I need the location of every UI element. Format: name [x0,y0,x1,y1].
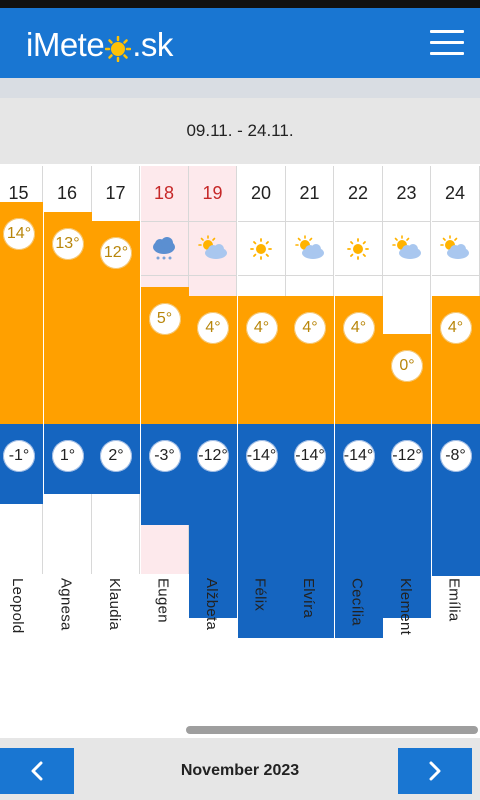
hamburger-icon[interactable] [430,30,466,58]
day-column[interactable]: 21 4° -14° Elvíra [286,166,334,639]
low-temp-label: -14° [294,440,326,472]
day-column[interactable]: 23 0° -12° Klement [383,166,431,635]
day-number: 19 [189,166,236,222]
name-day-label: Emília [445,578,463,622]
name-day: Félix [238,578,285,658]
high-temp-label: 4° [245,312,278,345]
high-temp-label: 14° [3,218,35,251]
partly-cloudy-icon [431,222,479,276]
day-number: 18 [140,166,188,222]
low-temp-label: -1° [3,440,35,472]
day-column[interactable]: 18 5° -3° Eugen [140,166,189,623]
day-column[interactable]: 16 13° 1° Agnesa [43,166,92,631]
logo-text-left: iMete [26,26,105,63]
app-header: iMete .sk [0,8,480,78]
day-number: 24 [431,166,479,222]
high-temp-label: 13° [51,227,84,260]
name-day-label: Klaudia [106,578,123,631]
forecast-strip[interactable]: 15 14° -1° Leopold 16 13° 1° Agnesa 17 12° 2° Klaud… [0,166,480,686]
chevron-left-icon [31,761,43,781]
day-column[interactable]: 22 4° -14° Cecília [334,166,383,639]
low-temp-label: -12° [197,440,229,472]
name-day-label: Eugen [154,578,172,623]
day-column[interactable]: 20 4° -14° Félix [237,166,286,639]
sun-icon [237,222,285,276]
low-temp-label: -8° [439,440,472,472]
name-day: Klement [383,578,430,658]
month-label: November 2023 [180,762,300,779]
name-day-label: Cecília [348,578,366,626]
day-number: 23 [383,166,430,222]
name-day-label: Klement [397,578,414,636]
low-temp-label: 1° [51,440,84,472]
low-temp-label: -3° [148,440,181,472]
sun-icon [334,222,382,276]
low-temp-label: -12° [391,440,423,472]
day-number: 17 [92,166,139,222]
high-temp-label: 12° [100,237,132,270]
name-day-label: Elvíra [300,578,317,619]
low-temp-label: 2° [100,440,132,472]
name-day: Klaudia [92,578,139,658]
day-number: 21 [286,166,333,222]
day-column[interactable]: 15 14° -1° Leopold [0,166,43,634]
name-day: Emília [432,578,479,658]
partly-cloudy-icon [189,222,236,276]
day-column[interactable]: 17 12° 2° Klaudia [92,166,140,630]
name-day: Elvíra [286,578,333,658]
partly-cloudy-icon [383,222,430,276]
name-day-label: Félix [251,578,269,612]
name-day: Alžbeta [189,578,236,658]
name-day-label: Agnesa [57,578,75,631]
logo-text-right: .sk [132,26,173,63]
name-day: Cecília [335,578,382,658]
date-range-label: 09.11. - 24.11. [186,121,294,140]
name-day: Leopold [0,578,42,658]
high-temp-label: 4° [294,312,326,345]
partly-cloudy-icon [286,222,333,276]
header-shadow [0,78,480,98]
date-range: 09.11. - 24.11. [0,98,480,164]
day-number: 20 [237,166,285,222]
high-temp-label: 4° [197,312,229,345]
chevron-right-icon [429,761,441,781]
logo[interactable]: iMete .sk [26,26,173,64]
low-temp-label: -14° [245,440,278,472]
day-column[interactable]: 19 4° -12° Alžbeta [189,166,237,630]
low-temp-label: -14° [342,440,375,472]
sun-logo-icon [104,32,132,63]
prev-month-button[interactable] [0,748,74,794]
high-temp-label: 4° [342,312,375,345]
next-month-button[interactable] [398,748,472,794]
name-day-label: Alžbeta [203,578,220,631]
high-temp-label: 4° [439,312,472,345]
high-temp-label: 5° [148,303,181,335]
day-number: 22 [334,166,382,222]
horizontal-scrollbar[interactable] [186,726,478,734]
high-temp-label: 0° [391,350,423,382]
day-column[interactable]: 24 4° -8° Emília [431,166,480,621]
status-bar [0,0,480,8]
name-day-label: Leopold [9,578,26,634]
name-day: Eugen [141,578,188,658]
snow-cloud-icon [140,222,188,276]
footer-nav: November 2023 [0,738,480,800]
name-day: Agnesa [44,578,91,658]
